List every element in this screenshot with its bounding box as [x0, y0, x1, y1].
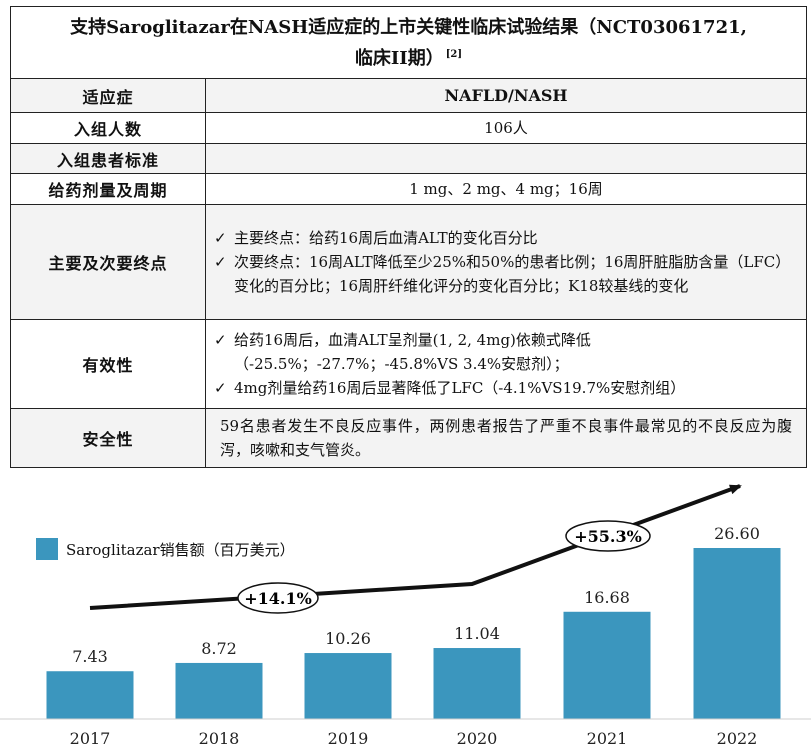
row-value: NAFLD/NASH — [444, 85, 568, 105]
bar-2021 — [563, 611, 651, 719]
bar-2022 — [693, 548, 781, 719]
category-label: 2020 — [457, 729, 498, 748]
legend-swatch — [36, 538, 58, 560]
check-icon: ✓ — [214, 379, 227, 397]
value-label: 26.60 — [714, 524, 760, 543]
value-label: 11.04 — [454, 624, 500, 643]
row-value: 106人 — [484, 119, 528, 137]
annotation-label: +55.3% — [574, 527, 642, 546]
list-item: ✓ 4mg剂量给药16周后显著降低了LFC（-4.1%VS19.7%安慰剂组） — [212, 376, 800, 400]
chart-canvas: 7.43 2017 8.72 2018 10.26 2019 11.04 2020 16.68 2… — [0, 484, 811, 748]
bar-2020 — [433, 648, 521, 719]
table-row-safety: 安全性 59名患者发生不良反应事件，两例患者报告了严重不良事件最常见的不良反应为… — [11, 409, 806, 467]
check-icon: ✓ — [214, 253, 227, 271]
annotation-label: +14.1% — [244, 589, 312, 608]
row-label: 适应症 — [11, 79, 206, 112]
row-label: 入组患者标准 — [11, 144, 206, 173]
category-label: 2022 — [717, 729, 758, 748]
bar-2019 — [304, 653, 392, 719]
list-item: ✓ 主要终点：给药16周后血清ALT的变化百分比 — [212, 226, 800, 250]
table-row-dosage: 给药剂量及周期 1 mg、2 mg、4 mg；16周 — [11, 174, 806, 205]
annotation-growth-1: +14.1% — [237, 582, 319, 614]
row-value: 59名患者发生不良反应事件，两例患者报告了严重不良事件最常见的不良反应为腹泻，咳… — [220, 417, 792, 459]
row-label: 安全性 — [11, 409, 206, 467]
row-label: 主要及次要终点 — [11, 205, 206, 319]
trend-arrow — [89, 484, 742, 610]
row-value — [206, 144, 806, 173]
table-row-efficacy: 有效性 ✓ 给药16周后，血清ALT呈剂量(1, 2, 4mg)依赖式降低（-2… — [11, 320, 806, 409]
bar-2018 — [175, 662, 263, 719]
row-value: ✓ 给药16周后，血清ALT呈剂量(1, 2, 4mg)依赖式降低（-25.5%… — [206, 320, 806, 408]
row-label: 给药剂量及周期 — [11, 174, 206, 204]
table-title: 支持Saroglitazar在NASH适应症的上市关键性临床试验结果（NCT03… — [11, 7, 806, 79]
row-value: ✓ 主要终点：给药16周后血清ALT的变化百分比 ✓ 次要终点：16周ALT降低至少… — [206, 205, 806, 319]
category-label: 2019 — [328, 729, 369, 748]
check-icon: ✓ — [214, 331, 227, 349]
bar-2017 — [46, 671, 134, 719]
check-icon: ✓ — [214, 229, 227, 247]
sales-chart: Saroglitazar销售额（百万美元） 7.43 2017 8.72 2018 10… — [0, 478, 811, 752]
title-line-2: 临床II期） [2] — [354, 47, 463, 69]
category-label: 2017 — [70, 729, 111, 748]
reference-mark: [2] — [445, 48, 463, 60]
value-label: 7.43 — [72, 647, 108, 666]
table-row-endpoints: 主要及次要终点 ✓ 主要终点：给药16周后血清ALT的变化百分比 ✓ 次要终点：16… — [11, 205, 806, 320]
row-label: 有效性 — [11, 320, 206, 408]
chart-legend: Saroglitazar销售额（百万美元） — [36, 538, 295, 560]
table-row-criteria: 入组患者标准 — [11, 144, 806, 174]
trial-results-table: 支持Saroglitazar在NASH适应症的上市关键性临床试验结果（NCT03… — [10, 6, 807, 468]
value-label: 10.26 — [325, 629, 371, 648]
legend-label: Saroglitazar销售额（百万美元） — [66, 540, 295, 559]
list-item: ✓ 次要终点：16周ALT降低至少25%和50%的患者比例；16周肝脏脂肪含量（L… — [212, 250, 800, 298]
list-item: ✓ 给药16周后，血清ALT呈剂量(1, 2, 4mg)依赖式降低（-25.5%… — [212, 328, 800, 376]
row-label: 入组人数 — [11, 113, 206, 143]
table-row-enrollment: 入组人数 106人 — [11, 113, 806, 144]
category-label: 2021 — [587, 729, 628, 748]
value-label: 16.68 — [584, 588, 630, 607]
row-value: 1 mg、2 mg、4 mg；16周 — [409, 180, 603, 198]
category-label: 2018 — [199, 729, 240, 748]
title-line-1: 支持Saroglitazar在NASH适应症的上市关键性临床试验结果（NCT03… — [70, 16, 747, 38]
value-label: 8.72 — [201, 639, 237, 658]
table-row-indication: 适应症 NAFLD/NASH — [11, 79, 806, 113]
annotation-growth-2: +55.3% — [565, 520, 651, 552]
